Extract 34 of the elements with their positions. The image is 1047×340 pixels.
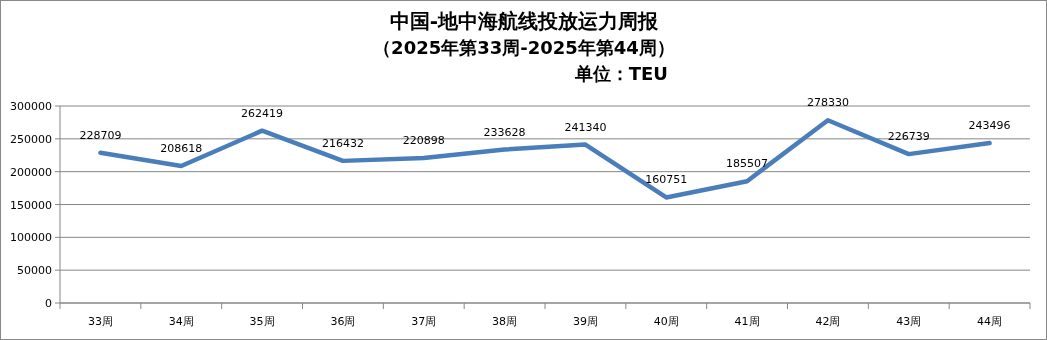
data-label: 220898 (402, 133, 445, 147)
y-tick-label: 200000 (10, 165, 52, 179)
chart-subtitle: （2025年第33周-2025年第44周） (373, 37, 675, 58)
data-label: 160751 (645, 173, 688, 187)
data-label: 241340 (564, 120, 607, 134)
text: 单位：TEU (573, 63, 668, 84)
x-tick-label: 44周 (977, 315, 1003, 328)
x-tick-label: 39周 (572, 315, 598, 328)
data-label: 233628 (483, 125, 526, 139)
chart-title: 中国-地中海航线投放运力周报 (389, 9, 660, 33)
y-tick-label: 150000 (10, 198, 52, 212)
data-label: 243496 (968, 119, 1011, 133)
x-tick-label: 33周 (87, 315, 113, 328)
data-label: 208618 (160, 142, 203, 156)
x-tick-label: 35周 (249, 315, 275, 328)
x-tick-label: 43周 (896, 315, 922, 328)
x-tick-label: 41周 (734, 315, 760, 328)
y-tick-label: 300000 (10, 100, 52, 113)
y-tick-label: 100000 (10, 231, 52, 245)
x-tick-label: 40周 (653, 315, 679, 328)
x-tick-label: 34周 (168, 315, 194, 328)
x-tick-label: 36周 (330, 315, 356, 328)
x-tick-label: 38周 (492, 315, 518, 328)
y-tick-label: 250000 (10, 132, 52, 146)
y-tick-label: 0 (45, 297, 52, 310)
data-label: 185507 (726, 157, 769, 171)
x-tick-label: 42周 (815, 315, 841, 328)
data-label: 216432 (321, 136, 364, 150)
x-tick-label: 37周 (411, 315, 437, 328)
data-label: 228709 (79, 128, 122, 142)
data-label: 226739 (887, 130, 930, 144)
data-label: 262419 (241, 106, 284, 120)
data-label: 278330 (806, 96, 849, 110)
y-tick-label: 50000 (17, 264, 52, 278)
